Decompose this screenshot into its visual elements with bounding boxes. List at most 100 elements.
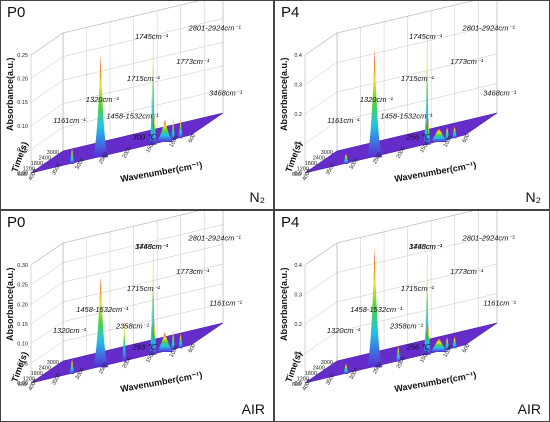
- y-tick-label: 0.05: [17, 361, 28, 367]
- y-tick-label: 0.0: [294, 171, 302, 177]
- x-tick-label: 1500: [145, 140, 156, 154]
- z-tick-label: 1200: [23, 167, 35, 173]
- y-tick-label: 0.00: [17, 171, 28, 177]
- z-tick-label: 2400: [39, 366, 51, 372]
- peak-label: 1458-1532cm⁻¹: [76, 305, 129, 314]
- peak-3: [152, 112, 157, 145]
- y-tick-label: 0.2: [294, 322, 302, 328]
- peak-7: [69, 146, 75, 165]
- floor-slice: [324, 121, 485, 160]
- panel-label: P0: [7, 4, 26, 21]
- x-tick-label: 2000: [396, 356, 407, 370]
- peak-2: [149, 307, 155, 356]
- peak-label: 1773cm⁻¹: [176, 267, 210, 276]
- z-tick-label: 2400: [313, 156, 325, 162]
- peak-3: [152, 318, 157, 355]
- peak-label: 1773cm⁻¹: [450, 267, 484, 276]
- peak-label: 1161cm⁻¹: [483, 299, 516, 308]
- spectrum-3d-plot: 0.00 0.05 0.10 0.15 0.20 0.25 0.30 Wavenumber(c…: [5, 211, 242, 394]
- y-tick-label: 0.15: [17, 322, 28, 328]
- peak-6: [452, 125, 457, 139]
- band-label: 256 ℃: [406, 343, 432, 352]
- y-tick-label: 0.1: [294, 352, 302, 358]
- peak-label: 1320cm⁻¹: [53, 326, 87, 335]
- x-tick-label: 600: [462, 343, 472, 354]
- x-tick-label: 2500: [372, 362, 383, 376]
- peak-6: [178, 118, 183, 139]
- x-tick-label: 600: [188, 343, 198, 354]
- peak-label: 3468cm⁻¹: [409, 242, 443, 251]
- band-label: 293 ℃: [132, 343, 158, 352]
- band-label: C=O: [116, 162, 132, 171]
- peak-2: [423, 314, 429, 356]
- peak-label: 1161cm⁻¹: [53, 116, 86, 125]
- z-tick-label: 1800: [31, 371, 43, 377]
- peak-label: 1161cm⁻¹: [209, 299, 242, 308]
- floor-slice: [37, 340, 198, 379]
- y-tick-label: 0.4: [294, 53, 302, 59]
- floor-slice: [311, 340, 472, 379]
- x-tick-label: 2000: [396, 146, 407, 160]
- peak-0: [150, 244, 156, 355]
- floor-slice: [324, 331, 485, 370]
- band-label: -CH₃,-CH₂,-CH: [171, 145, 222, 154]
- peak-0: [150, 28, 156, 145]
- peak-label: 1745cm⁻¹: [409, 32, 443, 41]
- x-tick-label: 3000: [75, 367, 86, 381]
- floor-slice: [311, 130, 472, 169]
- band-label: 300 ℃: [133, 133, 158, 142]
- plot-group: 0.00 0.05 0.10 0.15 0.20 0.25 0.30 Wavenumber(c…: [5, 211, 242, 394]
- peak-1: [92, 54, 109, 158]
- peak-label: 1715cm⁻¹: [401, 284, 435, 293]
- atmosphere-label: N₂: [525, 189, 541, 205]
- peak-5: [156, 332, 173, 353]
- floor-slice: [56, 327, 217, 366]
- y-tick-label: 0.0: [294, 381, 302, 387]
- x-tick-label: 2000: [122, 146, 133, 160]
- z-tick-label: 1200: [297, 167, 309, 173]
- peak-label: 1715cm⁻¹: [127, 284, 161, 293]
- peak-7: [343, 153, 349, 165]
- y-axis-title: Absorbance(a.u.): [279, 267, 289, 341]
- y-tick-label: 0.00: [17, 381, 28, 387]
- y-tick-label: 0.25: [17, 283, 28, 289]
- floor-slice: [333, 115, 494, 154]
- x-tick-label: 2500: [372, 152, 383, 166]
- peak-label: 1773cm⁻¹: [450, 57, 484, 66]
- peak-0: [424, 30, 430, 145]
- peak-label: 1715cm⁻¹: [127, 74, 161, 83]
- peak-label: 2801-2924cm⁻¹: [188, 233, 242, 242]
- z-tick-label: 1800: [305, 161, 317, 167]
- peak-5: [170, 117, 176, 141]
- peak-6: [444, 336, 450, 351]
- floor-slice: [327, 119, 488, 158]
- panel-p4-air: 0.0 0.1 0.2 0.3 0.4 Wavenumber(cm⁻¹) Absorbanc…: [274, 210, 550, 422]
- y-tick-label: 0.10: [17, 342, 28, 348]
- peak-4: [430, 128, 447, 143]
- x-tick-label: 2500: [98, 362, 109, 376]
- y-tick-label: 0.3: [294, 293, 302, 299]
- peak-label: 1320cm⁻¹: [360, 95, 394, 104]
- x-tick-label: 600: [462, 133, 472, 144]
- y-tick-label: 0.10: [17, 124, 28, 130]
- floor-slice: [333, 325, 494, 364]
- x-axis-title: Wavenumber(cm⁻¹): [120, 160, 203, 184]
- spectrum-3d-plot: 0.00 0.05 0.10 0.15 0.20 0.25 Wavenumber(cm⁻¹)…: [5, 1, 243, 184]
- z-tick-label: 1800: [305, 371, 317, 377]
- z-tick-label: 2400: [313, 366, 325, 372]
- floor-slice: [56, 117, 217, 156]
- floor-slice: [330, 327, 491, 366]
- y-tick-label: 0.4: [294, 263, 302, 269]
- y-tick-label: 0.30: [17, 263, 28, 269]
- z-tick-label: 3000: [321, 150, 333, 156]
- band-label: C=O: [116, 372, 132, 381]
- peak-label: 2801-2924cm⁻¹: [462, 23, 516, 32]
- x-tick-label: 600: [188, 133, 198, 144]
- peak-label: 3468cm⁻¹: [483, 89, 517, 98]
- peak-8: [69, 358, 75, 375]
- y-tick-label: 0.05: [17, 147, 28, 153]
- plot-group: 0.00 0.05 0.10 0.15 0.20 0.25 Wavenumber(cm⁻¹)…: [5, 1, 243, 184]
- x-tick-label: 3500: [51, 373, 62, 387]
- panel-label: P4: [281, 214, 300, 231]
- peak-label: 1745cm⁻¹: [135, 32, 169, 41]
